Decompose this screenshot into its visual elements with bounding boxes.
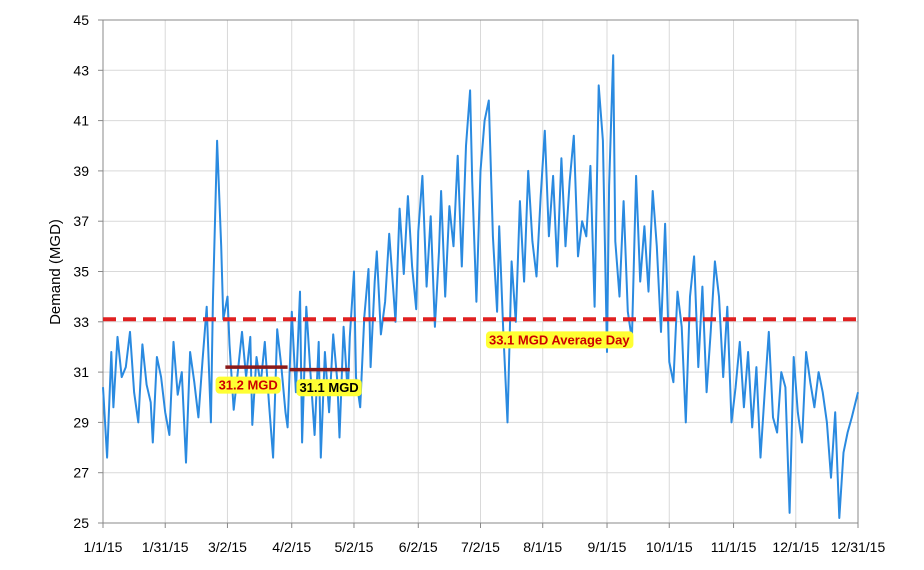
x-tick-label: 5/2/15	[335, 539, 374, 555]
y-tick-label: 29	[73, 414, 89, 430]
x-tick-label: 12/31/15	[831, 539, 886, 555]
annotation-highlight	[215, 376, 281, 394]
x-tick-label: 4/2/15	[272, 539, 311, 555]
annotation-text: 31.2 MGD	[219, 378, 278, 393]
y-tick-label: 27	[73, 465, 89, 481]
series-layer	[102, 54, 859, 519]
x-tick-label: 11/1/15	[711, 539, 757, 555]
series-line-demand	[102, 54, 859, 519]
annotation-text: 33.1 MGD Average Day	[489, 332, 630, 347]
x-tick-label: 8/1/15	[523, 539, 562, 555]
annotation-label: 31.1 MGD	[296, 379, 362, 397]
y-tick-label: 45	[73, 12, 89, 28]
y-tick-label: 25	[73, 515, 89, 531]
x-tick-label: 1/1/15	[84, 539, 123, 555]
x-tick-label: 9/1/15	[588, 539, 627, 555]
y-tick-label: 43	[73, 62, 89, 78]
y-tick-label: 33	[73, 314, 89, 330]
annotation-label: 33.1 MGD Average Day	[485, 331, 634, 349]
x-axis: 1/1/15 1/31/15 3/2/15 4/2/15 5/2/15 6/2/15 7/2…	[84, 523, 886, 555]
annotation-text: 31.1 MGD	[299, 380, 358, 395]
y-tick-label: 41	[73, 113, 89, 129]
x-tick-label: 3/2/15	[208, 539, 247, 555]
annotation-highlight	[296, 379, 362, 397]
x-tick-label: 12/1/15	[772, 539, 819, 555]
y-axis: 25 27 29 31 33 35 37 39 41 43 45	[73, 12, 103, 531]
x-tick-label: 6/2/15	[399, 539, 438, 555]
reference-lines	[103, 317, 858, 372]
y-tick-label: 37	[73, 213, 89, 229]
y-tick-label: 31	[73, 364, 89, 380]
annotation-label: 31.2 MGD	[215, 376, 281, 394]
x-tick-label: 10/1/15	[646, 539, 693, 555]
y-axis-label: Demand (MGD)	[47, 219, 64, 325]
grid	[102, 19, 859, 524]
annotations: 31.2 MGD 31.1 MGD 33.1 MGD Average Day	[215, 331, 634, 397]
annotation-highlight	[485, 331, 634, 349]
y-tick-label: 35	[73, 264, 89, 280]
x-tick-label: 7/2/15	[461, 539, 500, 555]
y-tick-label: 39	[73, 163, 89, 179]
x-tick-label: 1/31/15	[142, 539, 189, 555]
